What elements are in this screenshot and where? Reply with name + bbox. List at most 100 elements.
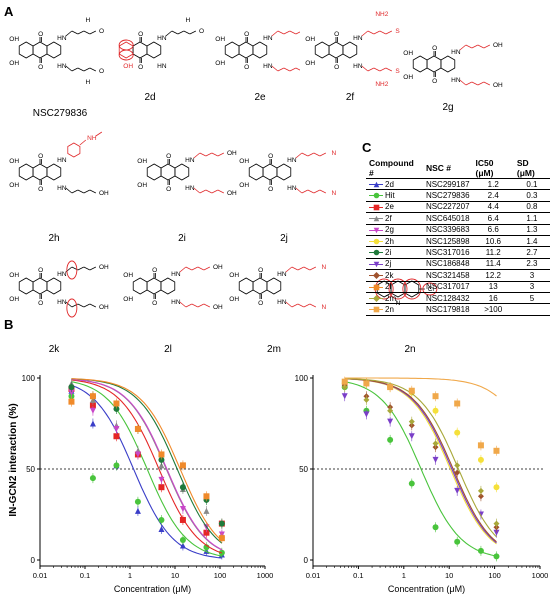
data-point-2n — [493, 447, 500, 454]
compound-name: 2n — [385, 304, 394, 314]
structure-2j: O O OH OH HN HN N N 2j — [234, 130, 354, 244]
data-point-2e — [113, 433, 120, 440]
carbonyl-o: O — [166, 186, 171, 193]
x-tick-label: 1000 — [532, 571, 549, 580]
panel-letter-b: B — [4, 317, 14, 332]
structure-2m: O O OH OH HN HN N N 2m — [224, 244, 344, 355]
data-point-2m — [408, 418, 415, 425]
terminal-group: N — [322, 304, 327, 311]
cell-compound: 2g — [366, 224, 423, 236]
structure-2k: O O OH OH HN HN OH OH 2k — [4, 244, 114, 355]
oh-label: OH — [123, 296, 133, 303]
oh-label: OH — [403, 50, 413, 57]
x-tick-label: 0.1 — [80, 571, 90, 580]
terminal-group: OH — [493, 82, 503, 89]
col-sd: SD (μM) — [513, 158, 550, 179]
x-tick-label: 10 — [445, 571, 453, 580]
hn-label: HN — [57, 63, 67, 70]
table-row: 2i NSC317016 11.2 2.7 — [366, 246, 550, 259]
data-point-2n — [341, 378, 348, 385]
table-header-row: Compound # NSC # IC50 (μM) SD (μM) — [366, 158, 550, 179]
carbonyl-o: O — [258, 267, 263, 274]
cell-ic50: 4.4 — [472, 201, 514, 214]
hn-label: HN — [57, 157, 67, 164]
legend-marker-icon — [369, 294, 383, 302]
terminal-group: SH — [395, 28, 400, 35]
hn-label: HN — [287, 185, 297, 192]
data-point-2e — [158, 484, 165, 491]
oh-label: OH — [137, 158, 147, 165]
carbonyl-o: O — [244, 64, 249, 71]
data-point-2l — [134, 425, 141, 432]
fit-curve-Hit — [71, 381, 223, 557]
data-point-2d — [89, 420, 96, 427]
structure-2e: OOOHOHHNHNOHOH2e — [210, 8, 300, 103]
data-point-2m — [432, 440, 439, 447]
cell-ic50: 1.2 — [472, 178, 514, 191]
table-row: 2j NSC186848 11.4 2.3 — [366, 258, 550, 271]
table-row: 2k NSC321458 12.2 3 — [366, 269, 550, 282]
cell-ic50: 13 — [472, 281, 514, 293]
carbonyl-o: O — [152, 267, 157, 274]
structure-2h: OOOHOHHNHNNHOOH2h — [4, 130, 124, 244]
data-point-2d — [134, 507, 141, 514]
carbonyl-o: O — [432, 45, 437, 52]
cell-nsc: NSC279836 — [422, 189, 473, 202]
oh-label: OH — [305, 60, 315, 67]
cell-sd: 1.4 — [513, 235, 550, 248]
x-tick-label: 1 — [402, 571, 406, 580]
terminal-group: OH — [99, 190, 109, 197]
oh-label: OH — [229, 296, 239, 303]
terminal-group: OH — [493, 42, 503, 49]
compound-name: 2i — [385, 248, 392, 258]
hn-label: HN — [277, 271, 287, 278]
cell-compound: 2m — [366, 292, 423, 305]
h-label: H — [186, 17, 191, 24]
oh-label: OH — [229, 272, 239, 279]
cell-sd: 0.1 — [513, 178, 550, 191]
structure-label: 2g — [442, 102, 454, 113]
terminal-group: OH — [99, 304, 109, 311]
data-point-2h — [477, 456, 484, 463]
data-point-2m — [454, 462, 461, 469]
data-point-2m — [387, 407, 394, 414]
data-point-2k — [477, 493, 484, 500]
structure-label: 2n — [404, 344, 416, 355]
table-row: 2g NSC339683 6.6 1.3 — [366, 224, 550, 236]
carbonyl-o: O — [138, 31, 143, 38]
fit-curve-2h — [344, 378, 497, 545]
fit-curve-Hit — [344, 381, 497, 557]
data-point-2g — [89, 407, 96, 414]
structure-label: 2f — [345, 92, 355, 103]
data-point-2n — [387, 384, 394, 391]
hn-label: HN — [57, 35, 67, 42]
data-point-2g — [179, 506, 186, 513]
data-point-Hit — [158, 516, 165, 523]
y-axis-label-container: IN-GCN2 interaction (%) — [2, 380, 22, 540]
cell-compound: 2l — [366, 281, 423, 293]
data-point-2j — [408, 433, 415, 440]
fit-curve-2g — [71, 378, 223, 551]
carbonyl-o: O — [138, 64, 143, 71]
structure-2f: O O OH OH HN HN SH NH2 SH NH2 2f — [300, 8, 400, 103]
cell-ic50: 6.6 — [472, 224, 514, 236]
hn-label: HN — [57, 299, 67, 306]
legend-marker-icon — [369, 215, 383, 223]
terminal-group: OH — [199, 28, 204, 35]
legend-marker-icon — [369, 306, 383, 314]
hn-label: HN — [157, 35, 167, 42]
terminal-group: OH — [227, 190, 237, 197]
x-axis-label: Concentration (μM) — [388, 584, 465, 594]
data-point-2i — [113, 405, 120, 412]
panel-letter-c: C — [362, 140, 372, 155]
terminal-group: N — [332, 190, 337, 197]
compound-name: 2f — [385, 213, 392, 223]
hn-label: HN — [353, 63, 363, 70]
legend-marker-icon — [369, 283, 383, 291]
structure-2g: O O OH OH HN HN OH OH 2g — [398, 22, 508, 113]
terminal-group: OH — [227, 150, 237, 157]
cell-compound: 2h — [366, 235, 423, 248]
cell-sd: 1.1 — [513, 212, 550, 225]
